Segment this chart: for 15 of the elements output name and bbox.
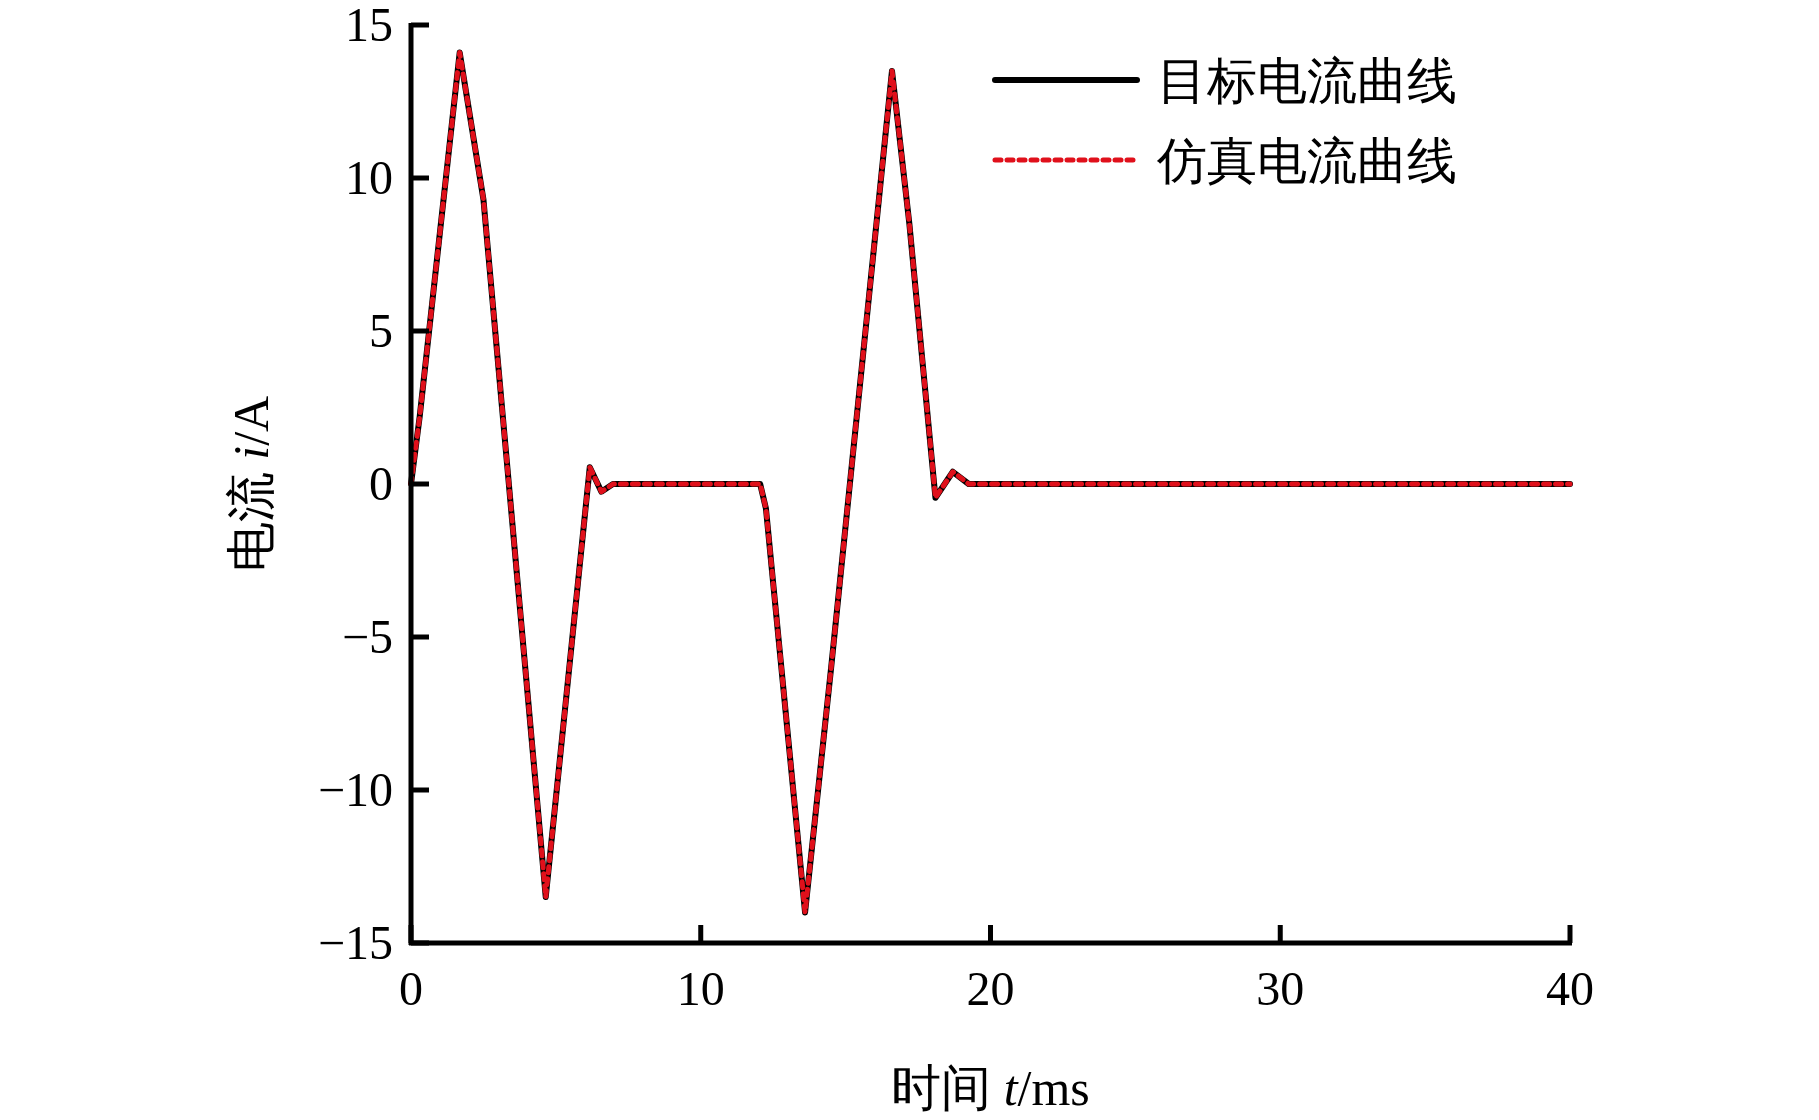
x-tick-label: 10: [676, 962, 725, 1015]
x-tick-label: 30: [1256, 962, 1305, 1015]
y-tick-label: −5: [341, 610, 393, 663]
x-tick-label: 40: [1546, 962, 1594, 1015]
x-tick-label: 20: [966, 962, 1015, 1015]
y-axis-title: 电流 i/A: [223, 395, 279, 573]
x-axis-title: 时间 t/ms: [891, 1060, 1090, 1116]
y-tick-label: 5: [369, 304, 393, 357]
y-tick-label: −15: [317, 916, 393, 969]
legend-label: 仿真电流曲线: [1156, 133, 1457, 189]
y-tick-label: 15: [345, 0, 393, 51]
legend-label: 目标电流曲线: [1157, 53, 1457, 109]
y-tick-label: −10: [317, 763, 393, 816]
y-tick-label: 10: [345, 151, 393, 204]
y-tick-label: 0: [369, 457, 393, 510]
